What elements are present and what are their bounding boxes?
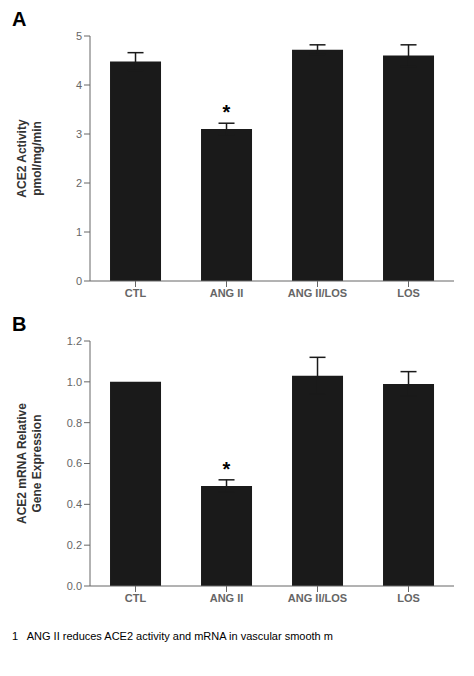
svg-text:ANG II: ANG II: [210, 592, 244, 604]
svg-text:1.2: 1.2: [67, 335, 82, 347]
html-text:1 ANG II reduces ACE2 activity: 1 ANG II reduces ACE2 activity and mRNA …: [12, 630, 333, 642]
svg-text:*: *: [223, 458, 231, 480]
svg-text:0.2: 0.2: [67, 539, 82, 551]
svg-text:4: 4: [76, 79, 82, 91]
svg-text:ANG II/LOS: ANG II/LOS: [288, 287, 347, 299]
svg-text:LOS: LOS: [397, 287, 420, 299]
svg-text:LOS: LOS: [397, 592, 420, 604]
svg-text:3: 3: [76, 128, 82, 140]
svg-text:0.8: 0.8: [67, 417, 82, 429]
svg-text:0.6: 0.6: [67, 457, 82, 469]
svg-text:ANG II: ANG II: [210, 287, 244, 299]
svg-text:0.0: 0.0: [67, 580, 82, 592]
svg-text:2: 2: [76, 177, 82, 189]
html-text:B: B: [12, 313, 27, 335]
svg-text:ANG II/LOS: ANG II/LOS: [288, 592, 347, 604]
svg-text:0.4: 0.4: [67, 498, 82, 510]
svg-text:1.0: 1.0: [67, 376, 82, 388]
svg-text:*: *: [223, 101, 231, 123]
svg-text:5: 5: [76, 30, 82, 42]
svg-text:1: 1: [76, 226, 82, 238]
svg-text:ACE2 Activitypmol/mg/min: ACE2 Activitypmol/mg/min: [15, 119, 44, 198]
svg-text:CTL: CTL: [125, 287, 147, 299]
svg-text:CTL: CTL: [125, 592, 147, 604]
svg-text:ACE2 mRNA RelativeGene Express: ACE2 mRNA RelativeGene Expression: [15, 403, 44, 524]
html-text:A: A: [12, 8, 27, 30]
svg-text:0: 0: [76, 275, 82, 287]
